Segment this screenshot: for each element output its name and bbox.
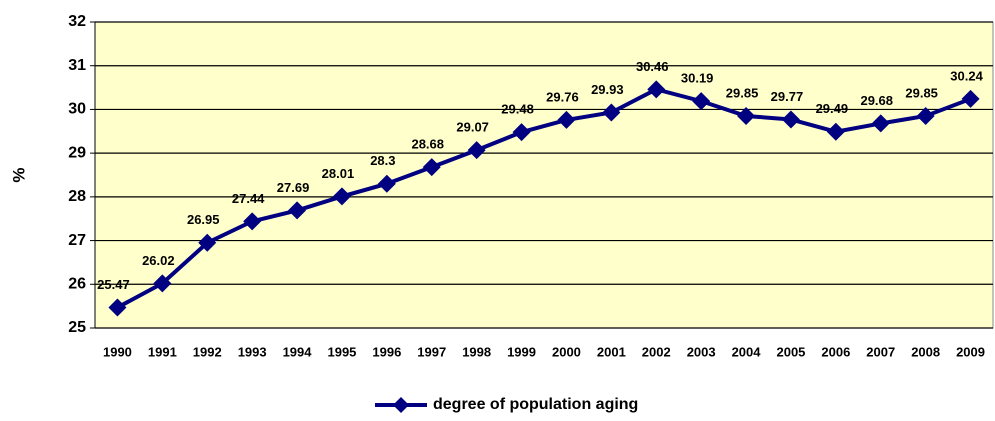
data-point (512, 123, 531, 142)
data-point (916, 106, 935, 125)
data-label: 29.48 (501, 102, 534, 117)
data-label: 29.49 (816, 101, 849, 116)
x-tick-label: 2009 (956, 344, 985, 359)
x-tick-label: 2006 (821, 344, 850, 359)
x-tick-label: 1999 (507, 344, 536, 359)
y-tick-label: 26 (68, 276, 86, 293)
y-axis-label: % (9, 167, 28, 182)
data-label: 29.93 (591, 82, 624, 97)
x-tick-label: 1993 (238, 344, 267, 359)
data-point (647, 80, 666, 99)
x-tick-label: 1995 (327, 344, 356, 359)
x-tick-label: 1990 (103, 344, 132, 359)
data-point (961, 89, 980, 108)
data-label: 25.47 (97, 277, 130, 292)
data-point (288, 201, 307, 220)
data-point (422, 158, 441, 177)
data-label: 29.68 (860, 93, 893, 108)
x-tick-label: 2007 (866, 344, 895, 359)
data-label: 26.02 (142, 253, 175, 268)
data-label: 29.85 (726, 85, 759, 100)
data-label: 29.77 (771, 89, 804, 104)
data-point (108, 298, 127, 317)
data-label: 27.69 (277, 180, 310, 195)
x-tick-label: 2005 (776, 344, 805, 359)
data-point (377, 174, 396, 193)
y-tick-label: 31 (68, 57, 86, 74)
y-tick-label: 32 (68, 13, 86, 30)
data-label: 30.24 (950, 68, 983, 83)
data-point (737, 106, 756, 125)
x-tick-label: 1992 (193, 344, 222, 359)
data-label: 30.19 (681, 71, 714, 86)
x-tick-label: 2001 (597, 344, 626, 359)
data-label: 29.76 (546, 89, 579, 104)
y-tick-label: 27 (68, 232, 86, 249)
x-tick-label: 1997 (417, 344, 446, 359)
x-tick-label: 2003 (687, 344, 716, 359)
data-label: 30.46 (636, 59, 669, 74)
y-tick-label: 29 (68, 144, 86, 161)
data-point (781, 110, 800, 129)
x-tick-label: 1998 (462, 344, 491, 359)
data-label: 29.07 (456, 120, 489, 135)
data-point (692, 92, 711, 111)
x-tick-label: 1996 (372, 344, 401, 359)
data-point (243, 212, 262, 231)
data-label: 28.01 (322, 166, 355, 181)
data-point (332, 187, 351, 206)
data-label: 27.44 (232, 191, 265, 206)
legend-marker (393, 397, 409, 413)
x-tick-label: 1991 (148, 344, 177, 359)
y-tick-label: 28 (68, 188, 86, 205)
x-tick-label: 2002 (642, 344, 671, 359)
data-label: 29.85 (905, 85, 938, 100)
plot-area (94, 21, 994, 329)
data-point (557, 110, 576, 129)
series-line (116, 87, 972, 310)
x-tick-label: 2004 (732, 344, 762, 359)
y-tick-label: 30 (68, 101, 86, 118)
data-label: 28.68 (411, 137, 444, 152)
legend-label: degree of population aging (433, 396, 638, 413)
data-point (826, 122, 845, 141)
y-tick-label: 25 (68, 319, 86, 336)
data-point (467, 141, 486, 160)
data-point (198, 233, 217, 252)
data-label: 26.95 (187, 212, 220, 227)
x-tick-label: 2000 (552, 344, 581, 359)
data-point (871, 114, 890, 133)
data-point (602, 103, 621, 122)
data-label: 28.3 (370, 153, 395, 168)
data-point (153, 274, 172, 293)
x-tick-label: 1994 (283, 344, 313, 359)
x-tick-label: 2008 (911, 344, 940, 359)
